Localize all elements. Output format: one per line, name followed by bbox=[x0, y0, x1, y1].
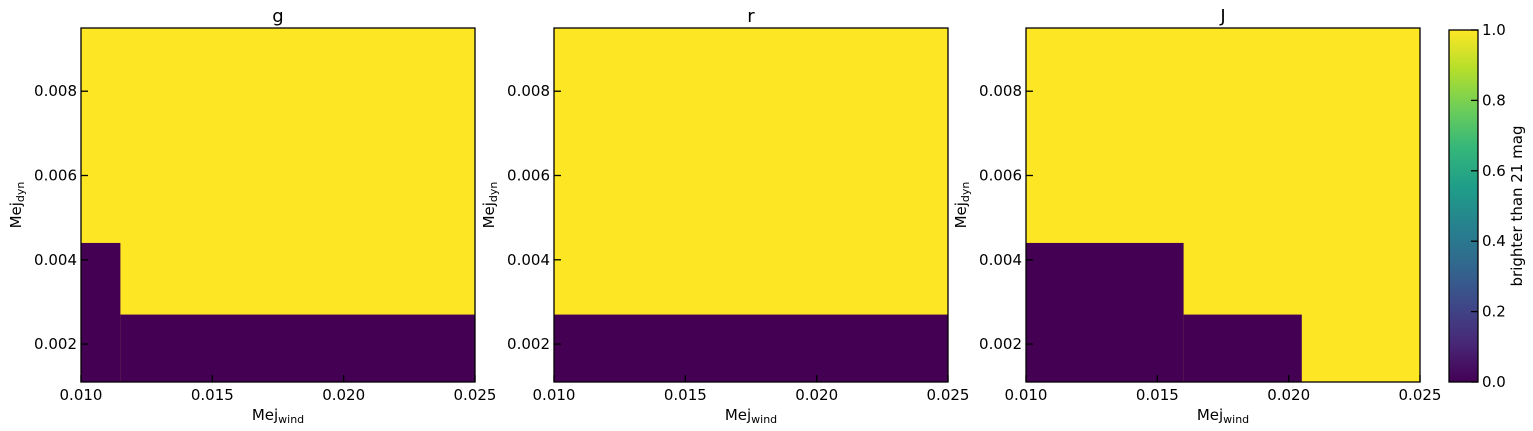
x-tick-label: 0.010 bbox=[1005, 386, 1048, 404]
y-axis-label: Mejdyn bbox=[480, 182, 500, 229]
y-tick-label: 0.006 bbox=[507, 167, 550, 185]
x-tick-label: 0.025 bbox=[927, 386, 970, 404]
colorbar-frame bbox=[1448, 29, 1479, 383]
heatmap-cell bbox=[1026, 242, 1184, 382]
plot-frame bbox=[1025, 27, 1421, 383]
y-axis-label: Mejdyn bbox=[952, 182, 972, 229]
y-tick-label: 0.008 bbox=[979, 82, 1022, 100]
y-tick-label: 0.008 bbox=[34, 82, 77, 100]
x-tick-label: 0.015 bbox=[1136, 386, 1179, 404]
plot-frame bbox=[80, 27, 476, 383]
colorbar-tick-label: 0.6 bbox=[1482, 162, 1506, 180]
panel-g: g 0.010 0.015 0.020 0.025 0.002 0.004 0.006 0.00… bbox=[7, 6, 496, 426]
plot-frame bbox=[553, 27, 949, 383]
x-tick-label: 0.020 bbox=[322, 386, 365, 404]
colorbar-tick-label: 0.0 bbox=[1482, 373, 1506, 391]
x-tick-label: 0.015 bbox=[664, 386, 707, 404]
panel-title: J bbox=[1219, 6, 1225, 27]
colorbar-tick-label: 0.2 bbox=[1482, 303, 1506, 321]
x-tick-label: 0.025 bbox=[1399, 386, 1442, 404]
colorbar-label: brighter than 21 mag bbox=[1508, 126, 1526, 287]
x-tick-label: 0.015 bbox=[191, 386, 234, 404]
panel-title: r bbox=[747, 6, 755, 27]
x-tick-label: 0.020 bbox=[1267, 386, 1310, 404]
x-axis-label: Mejwind bbox=[725, 406, 777, 426]
x-tick-label: 0.010 bbox=[533, 386, 576, 404]
y-tick-label: 0.006 bbox=[34, 167, 77, 185]
x-tick-label: 0.010 bbox=[60, 386, 103, 404]
panel-j: J 0.010 0.015 0.020 0.025 0.002 0.004 0.006 0.00… bbox=[952, 6, 1441, 426]
y-tick-label: 0.008 bbox=[507, 82, 550, 100]
x-tick-label: 0.020 bbox=[795, 386, 838, 404]
y-tick-label: 0.004 bbox=[979, 251, 1022, 269]
x-tick-label: 0.025 bbox=[454, 386, 497, 404]
y-tick-label: 0.002 bbox=[507, 335, 550, 353]
colorbar-tick-label: 0.8 bbox=[1482, 91, 1506, 109]
heatmap-cell bbox=[1183, 314, 1302, 382]
y-tick-label: 0.006 bbox=[979, 167, 1022, 185]
panel-title: g bbox=[272, 6, 283, 27]
x-axis-label: Mejwind bbox=[252, 406, 304, 426]
panel-r: r 0.010 0.015 0.020 0.025 0.002 0.004 0.006 0.00… bbox=[480, 6, 969, 426]
heatmap-cell bbox=[120, 314, 476, 382]
y-tick-label: 0.002 bbox=[979, 335, 1022, 353]
colorbar-gradient bbox=[1449, 30, 1478, 382]
colorbar-tick-label: 0.4 bbox=[1482, 232, 1506, 250]
y-axis-label: Mejdyn bbox=[7, 182, 27, 229]
heatmap-cell bbox=[81, 242, 121, 382]
y-tick-label: 0.004 bbox=[34, 251, 77, 269]
x-axis-label: Mejwind bbox=[1197, 406, 1249, 426]
heatmap-cell bbox=[554, 314, 948, 382]
colorbar-tick-label: 1.0 bbox=[1482, 21, 1506, 39]
y-tick-label: 0.002 bbox=[34, 335, 77, 353]
colorbar: 0.0 0.2 0.4 0.6 0.8 1.0 brighter than 21 mag bbox=[1448, 21, 1526, 391]
y-tick-label: 0.004 bbox=[507, 251, 550, 269]
